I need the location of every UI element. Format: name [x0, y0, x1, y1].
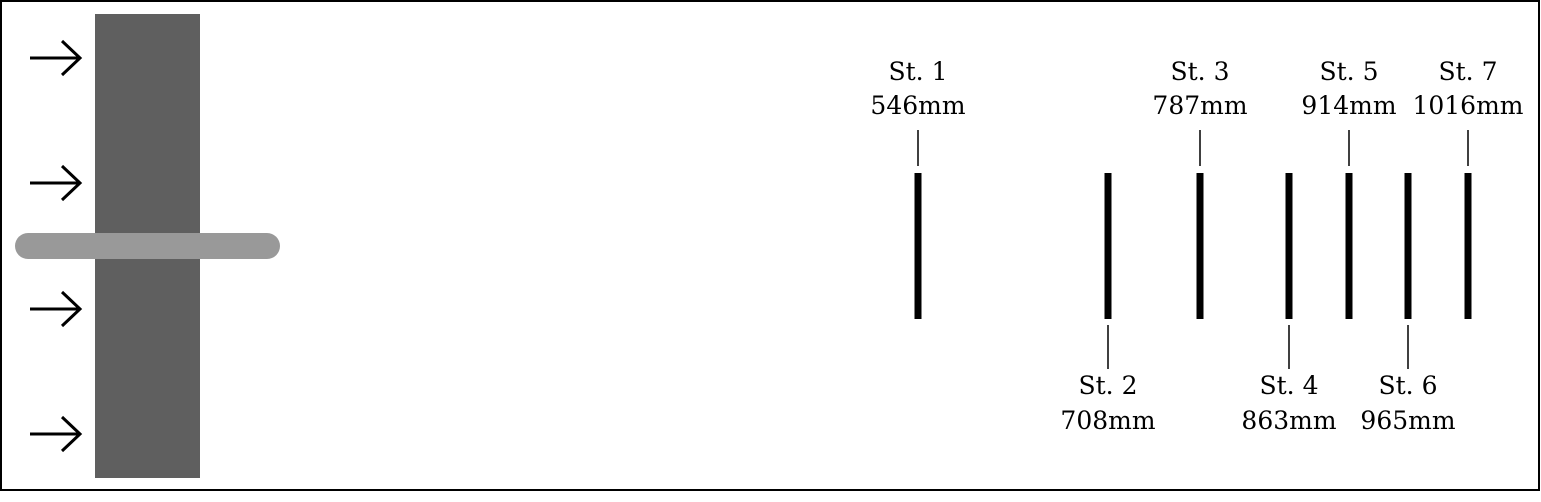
station-bar: [1285, 173, 1293, 319]
station-name: St. 7: [1439, 57, 1498, 86]
station-bar: [1104, 173, 1112, 319]
station-bar: [914, 173, 922, 319]
station-5: St. 5 914mm: [1301, 57, 1397, 319]
station-bar: [1345, 173, 1353, 319]
station-distance: 708mm: [1060, 406, 1155, 435]
flow-arrow-icon: [30, 415, 83, 453]
station-bar: [1196, 173, 1204, 319]
station-name: St. 2: [1079, 371, 1138, 400]
station-name: St. 6: [1379, 371, 1438, 400]
station-name: St. 1: [889, 57, 948, 86]
measurement-stations: St. 1 546mm St. 2 708mm St. 3 787mm St. 4 863mm…: [870, 57, 1523, 435]
station-name: St. 3: [1171, 57, 1230, 86]
station-3: St. 3 787mm: [1152, 57, 1248, 319]
station-1: St. 1 546mm: [870, 57, 966, 319]
station-distance: 787mm: [1152, 91, 1247, 120]
station-distance: 1016mm: [1412, 91, 1523, 120]
station-name: St. 5: [1320, 57, 1379, 86]
station-bar: [1464, 173, 1472, 319]
station-4: St. 4 863mm: [1241, 173, 1337, 435]
station-7: St. 7 1016mm: [1412, 57, 1524, 319]
station-distance: 863mm: [1241, 406, 1336, 435]
flow-arrow-icon: [30, 39, 83, 77]
flow-arrow-icon: [30, 290, 83, 328]
station-6: St. 6 965mm: [1360, 173, 1456, 435]
flow-arrows: [30, 39, 83, 453]
station-distance: 546mm: [870, 91, 965, 120]
station-2: St. 2 708mm: [1060, 173, 1156, 435]
station-distance: 914mm: [1301, 91, 1396, 120]
station-distance: 965mm: [1360, 406, 1455, 435]
station-name: St. 4: [1260, 371, 1319, 400]
station-bar: [1404, 173, 1412, 319]
flow-arrow-icon: [30, 164, 83, 202]
